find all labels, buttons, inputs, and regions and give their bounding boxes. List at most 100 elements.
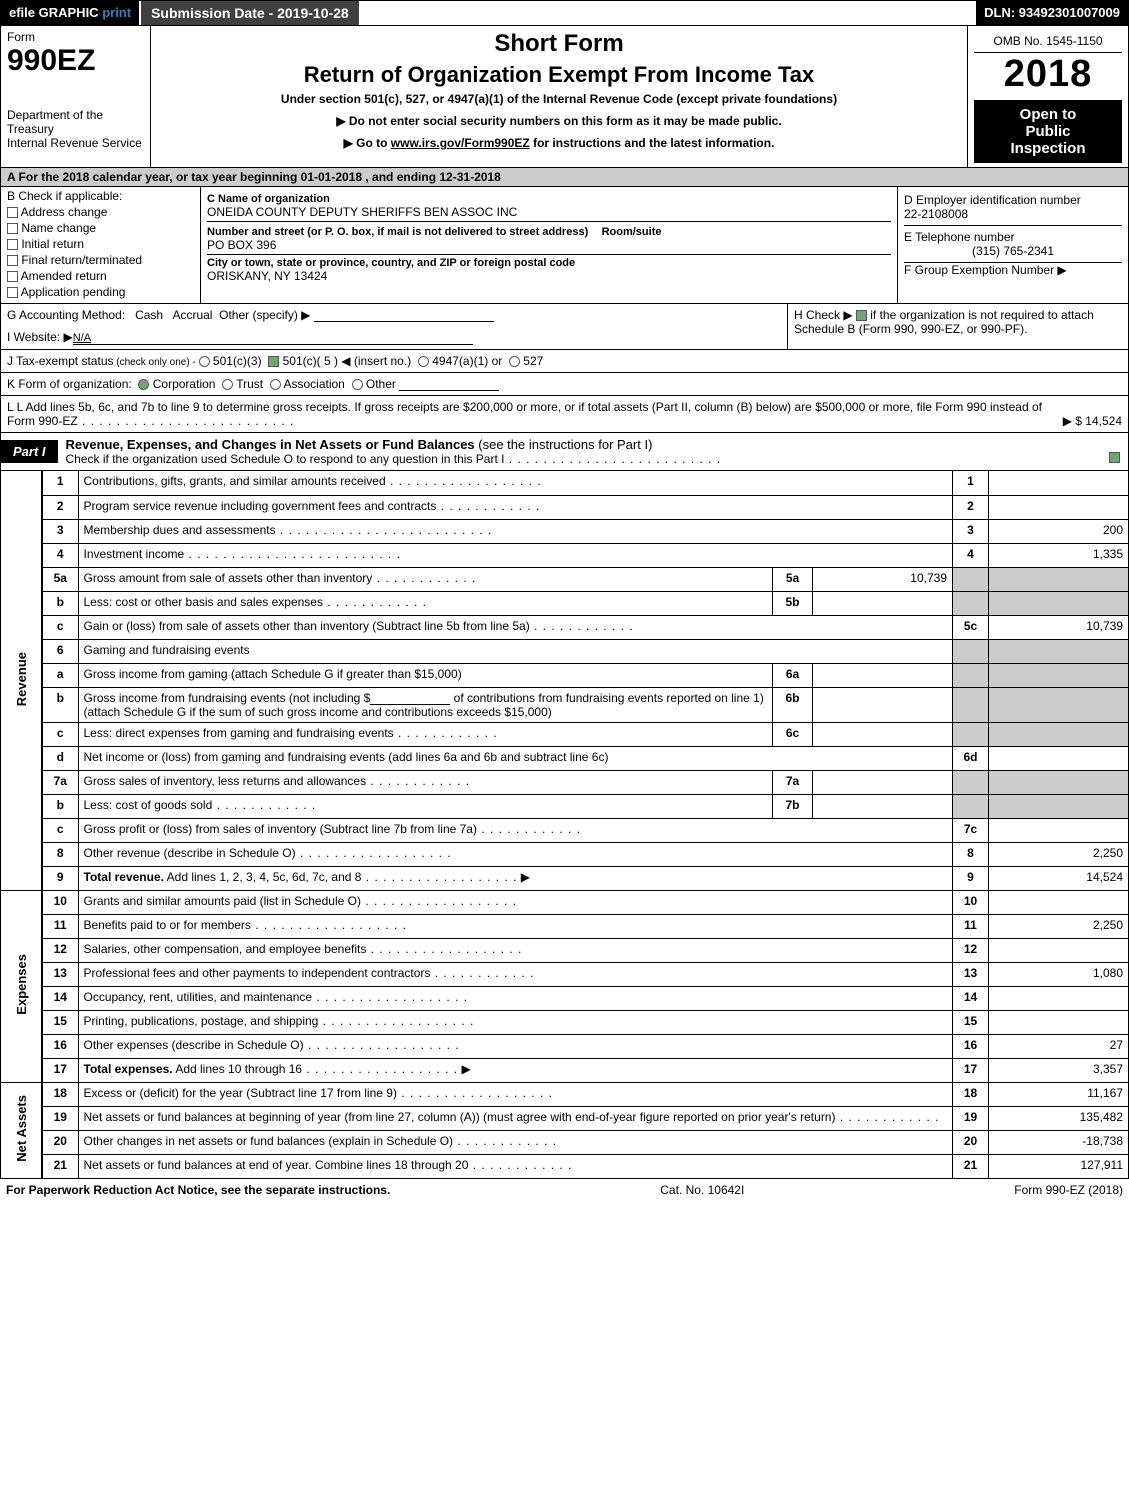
chk-amended-label: Amended return [21, 269, 107, 283]
topbar-spacer [361, 1, 976, 25]
k-other-field[interactable] [399, 377, 499, 391]
row-20: 20Other changes in net assets or fund ba… [1, 1130, 1129, 1154]
side-exp-text: Expenses [14, 954, 29, 1015]
part-1-header: Part I Revenue, Expenses, and Changes in… [0, 433, 1129, 471]
irs-link[interactable]: www.irs.gov/Form990EZ [391, 136, 530, 150]
box-d-label: D Employer identification number [904, 193, 1081, 207]
phone-value: (315) 765-2341 [904, 244, 1122, 258]
tax-year: 2018 [974, 53, 1122, 96]
row-g: G Accounting Method: Cash Accrual Other … [1, 304, 788, 349]
row-15: 15Printing, publications, postage, and s… [1, 1010, 1129, 1034]
k-label: K Form of organization: [7, 377, 132, 391]
part-1-sub2: Check if the organization used Schedule … [66, 452, 1120, 466]
under-section: Under section 501(c), 527, or 4947(a)(1)… [157, 92, 961, 106]
h-not: not [980, 308, 997, 322]
submission-date: Submission Date - 2019-10-28 [139, 1, 361, 25]
part-1-table: Revenue 1 Contributions, gifts, grants, … [0, 471, 1129, 1179]
box-b-title: B Check if applicable: [7, 189, 122, 203]
footer-right: Form 990-EZ (2018) [1014, 1183, 1123, 1197]
city-label: City or town, state or province, country… [207, 257, 575, 269]
radio-corp[interactable] [138, 379, 149, 390]
radio-4947[interactable] [418, 356, 429, 367]
chk-sched-o[interactable] [1109, 452, 1120, 463]
ein-value: 22-2108008 [904, 207, 968, 221]
k-o4: Other [366, 377, 396, 391]
l7a-text: Gross sales of inventory, less returns a… [84, 774, 367, 788]
row-5b: b Less: cost or other basis and sales ex… [1, 591, 1129, 615]
top-bar: efile GRAPHIC print Submission Date - 20… [0, 0, 1129, 26]
g-label: G Accounting Method: [7, 308, 125, 322]
row-12: 12Salaries, other compensation, and empl… [1, 938, 1129, 962]
chk-address[interactable]: Address change [7, 205, 194, 219]
row-2: 2 Program service revenue including gove… [1, 495, 1129, 519]
open-line-3: Inspection [976, 140, 1120, 157]
l6b-field[interactable] [370, 691, 450, 705]
chk-h[interactable] [856, 310, 867, 321]
cash-label: Cash [135, 308, 163, 322]
radio-527[interactable] [509, 356, 520, 367]
accrual-label: Accrual [172, 308, 212, 322]
chk-final[interactable]: Final return/terminated [7, 253, 194, 267]
row-13: 13Professional fees and other payments t… [1, 962, 1129, 986]
l21-text: Net assets or fund balances at end of ye… [84, 1158, 469, 1172]
l5b-text: Less: cost or other basis and sales expe… [84, 595, 323, 609]
row-14: 14Occupancy, rent, utilities, and mainte… [1, 986, 1129, 1010]
i-label: I Website: ▶ [7, 330, 73, 344]
short-form-title: Short Form [157, 30, 961, 58]
l6d-text: Net income or (loss) from gaming and fun… [84, 750, 609, 764]
dept-irs: Internal Revenue Service [7, 136, 144, 150]
val-1 [989, 471, 1129, 495]
part-1-title: Revenue, Expenses, and Changes in Net As… [58, 433, 1128, 470]
row-6: 6 Gaming and fundraising events [1, 639, 1129, 663]
j-o2: 501(c)( 5 ) ◀ (insert no.) [283, 354, 412, 368]
row-8: 8 Other revenue (describe in Schedule O)… [1, 842, 1129, 866]
org-name: ONEIDA COUNTY DEPUTY SHERIFFS BEN ASSOC … [207, 205, 517, 219]
radio-assoc[interactable] [270, 379, 281, 390]
row-6b: b Gross income from fundraising events (… [1, 687, 1129, 722]
row-7b: b Less: cost of goods sold 7b [1, 794, 1129, 818]
row-21: 21Net assets or fund balances at end of … [1, 1154, 1129, 1178]
row-7c: c Gross profit or (loss) from sales of i… [1, 818, 1129, 842]
radio-trust[interactable] [222, 379, 233, 390]
box-def: D Employer identification number 22-2108… [898, 187, 1128, 303]
l3-text: Membership dues and assessments [84, 523, 276, 537]
row-18: Net Assets 18Excess or (deficit) for the… [1, 1082, 1129, 1106]
row-17: 17Total expenses. Add lines 10 through 1… [1, 1058, 1129, 1082]
chk-initial[interactable]: Initial return [7, 237, 194, 251]
dept-treasury: Department of the Treasury [7, 108, 144, 136]
val-17: 3,357 [989, 1058, 1129, 1082]
l4-text: Investment income [84, 547, 185, 561]
other-field[interactable] [314, 308, 494, 322]
arrow-goto-pre: ▶ Go to [344, 136, 391, 150]
row-h: H Check ▶ if the organization is not req… [788, 304, 1128, 349]
chk-amended[interactable]: Amended return [7, 269, 194, 283]
l7c-text: Gross profit or (loss) from sales of inv… [84, 822, 477, 836]
radio-501c3[interactable] [199, 356, 210, 367]
website-value: N/A [73, 332, 473, 345]
print-link[interactable]: print [99, 5, 132, 20]
radio-501c[interactable] [268, 356, 279, 367]
j-o1: 501(c)(3) [213, 354, 262, 368]
chk-pending-label: Application pending [21, 285, 126, 299]
open-line-2: Public [976, 123, 1120, 140]
val-13: 1,080 [989, 962, 1129, 986]
footer-left: For Paperwork Reduction Act Notice, see … [6, 1183, 390, 1197]
row-k: K Form of organization: Corporation Trus… [0, 373, 1129, 396]
nlbl-1: 1 [953, 471, 989, 495]
part-1-title-text: Revenue, Expenses, and Changes in Net As… [66, 437, 479, 452]
other-label: Other (specify) ▶ [219, 308, 310, 322]
side-revenue-text: Revenue [14, 652, 29, 706]
k-o2: Trust [236, 377, 263, 391]
l6a-text: Gross income from gaming (attach Schedul… [84, 667, 462, 681]
radio-other[interactable] [352, 379, 363, 390]
title-block: Short Form Return of Organization Exempt… [151, 26, 968, 167]
j-o4: 527 [523, 354, 543, 368]
row-11: 11Benefits paid to or for members112,250 [1, 914, 1129, 938]
l6-text: Gaming and fundraising events [84, 643, 250, 657]
chk-pending[interactable]: Application pending [7, 285, 194, 299]
row-6c: c Less: direct expenses from gaming and … [1, 722, 1129, 746]
l5c-text: Gain or (loss) from sale of assets other… [84, 619, 530, 633]
chk-name[interactable]: Name change [7, 221, 194, 235]
ln-1: 1 [42, 471, 78, 495]
row-5a: 5a Gross amount from sale of assets othe… [1, 567, 1129, 591]
